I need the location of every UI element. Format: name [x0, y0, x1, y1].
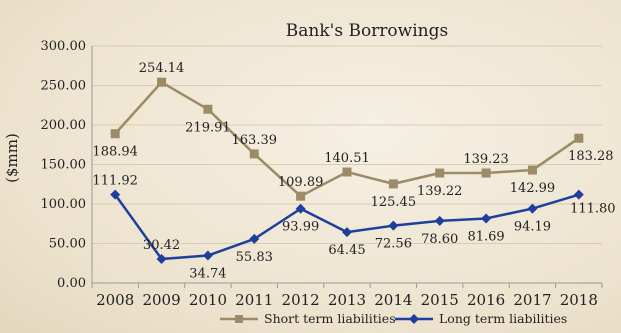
x-tick-label: 2014: [374, 291, 412, 309]
data-label: 254.14: [139, 61, 185, 76]
data-point-short-term: [481, 168, 491, 178]
data-label: 183.28: [568, 149, 614, 164]
data-point-long-term: [434, 215, 445, 226]
series-group: [110, 77, 584, 264]
legend-entry: Short term liabilities: [264, 311, 396, 326]
data-point-long-term: [481, 213, 492, 224]
data-label: 34.74: [189, 267, 226, 282]
data-point-short-term: [388, 179, 398, 189]
x-tick-label: 2011: [235, 291, 273, 309]
legend-entry: Long term liabilities: [439, 311, 567, 326]
data-point-short-term: [527, 165, 537, 175]
data-label: 125.45: [371, 195, 417, 210]
y-tick-label: 100.00: [41, 197, 87, 212]
data-label: 111.92: [92, 174, 138, 189]
data-point-long-term: [249, 233, 260, 244]
axes: [91, 46, 603, 288]
x-tick-labels: 2008 2009 2010 2011 2012 2013 2014 2015 2016 2017…: [96, 291, 598, 309]
x-tick-label: 2012: [282, 291, 320, 309]
data-label: 139.23: [463, 152, 509, 167]
data-label: 94.19: [514, 220, 551, 235]
x-tick-label: 2010: [189, 291, 227, 309]
data-label: 139.22: [417, 184, 463, 199]
y-tick-label: 200.00: [41, 118, 87, 133]
data-label: 163.39: [232, 133, 278, 148]
data-point-long-term: [110, 189, 121, 200]
x-tick-label: 2016: [467, 291, 505, 309]
data-point-long-term: [527, 203, 538, 214]
y-tick-label: 150.00: [41, 158, 87, 173]
data-label: 30.42: [143, 238, 180, 253]
data-point-short-term: [157, 77, 167, 87]
data-label: 81.69: [467, 229, 504, 244]
x-tick-label: 2009: [142, 291, 180, 309]
data-point-short-term: [296, 191, 306, 201]
data-point-long-term: [388, 220, 399, 231]
y-tick-label: 250.00: [41, 79, 87, 94]
data-point-long-term: [295, 203, 306, 214]
data-label: 188.94: [92, 145, 138, 160]
data-point-long-term: [202, 250, 213, 261]
data-label: 55.83: [236, 250, 273, 265]
legend-marker-square: [235, 315, 243, 323]
x-tick-label: 2017: [513, 291, 551, 309]
data-point-short-term: [110, 129, 120, 139]
x-tick-label: 2018: [560, 291, 598, 309]
data-point-short-term: [203, 104, 213, 114]
data-label: 64.45: [328, 243, 365, 258]
gridlines: [92, 45, 602, 284]
data-label: 109.89: [278, 175, 324, 190]
x-tick-label: 2015: [421, 291, 459, 309]
data-point-short-term: [342, 167, 352, 177]
data-label: 142.99: [510, 181, 556, 196]
series-line-short-term: [114, 80, 580, 198]
chart-title: Bank's Borrowings: [286, 21, 448, 41]
legend-marker-diamond: [409, 314, 419, 324]
data-label: 140.51: [324, 151, 370, 166]
data-label: 111.80: [570, 202, 616, 217]
y-tick-label: 0.00: [57, 276, 86, 291]
y-tick-label: 300.00: [41, 39, 87, 54]
data-label: 93.99: [282, 220, 319, 235]
data-point-short-term: [249, 149, 259, 159]
x-tick-label: 2008: [96, 291, 134, 309]
legend: Short term liabilities Long term liabilit…: [220, 311, 567, 326]
data-point-long-term: [342, 227, 352, 238]
x-tick-label: 2013: [328, 291, 366, 309]
y-tick-label: 50.00: [49, 237, 86, 252]
data-point-short-term: [435, 168, 445, 178]
data-label: 72.56: [375, 237, 412, 252]
data-point-long-term: [156, 253, 167, 264]
data-label: 78.60: [421, 232, 458, 247]
y-axis-label: ($mm): [3, 133, 21, 183]
y-tick-labels: 0.00 50.00 100.00 150.00 200.00 250.00 300.00: [41, 39, 87, 291]
data-point-long-term: [573, 189, 584, 200]
data-label: 219.91: [185, 120, 231, 135]
data-point-short-term: [574, 133, 584, 143]
